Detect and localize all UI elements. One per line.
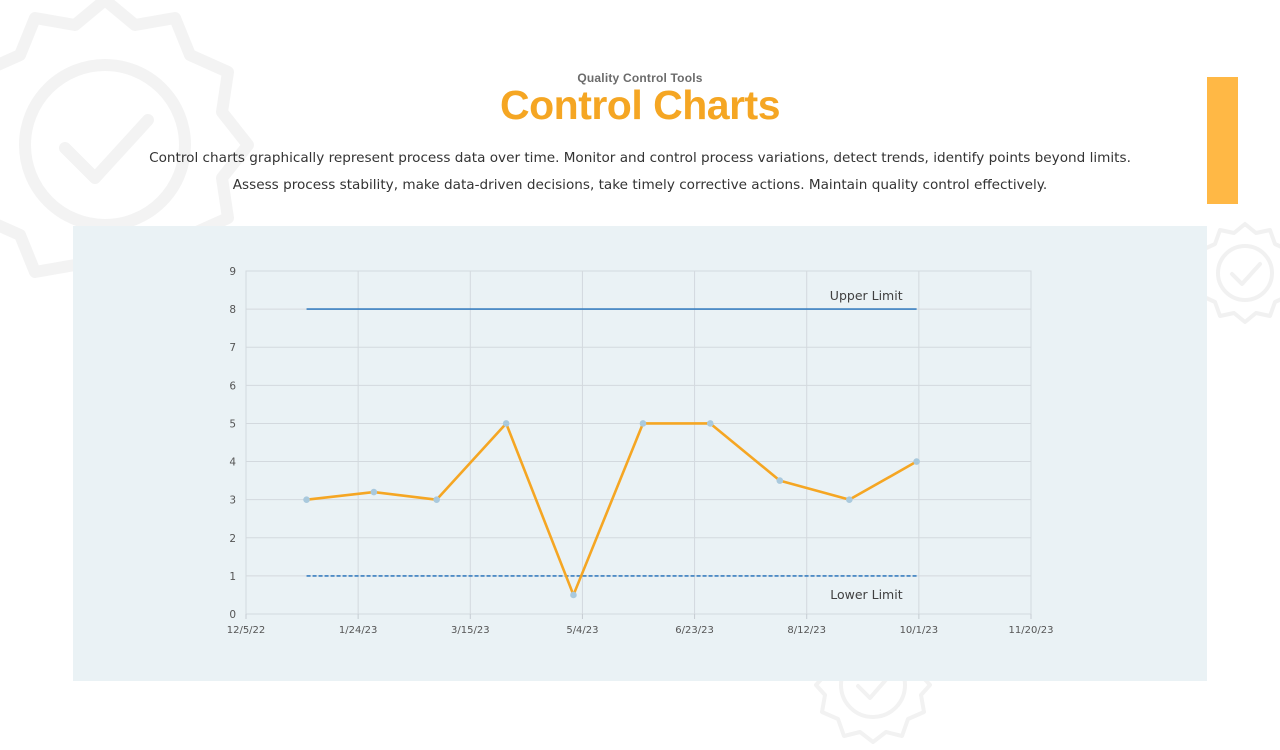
x-tick-label: 10/1/23 <box>900 625 939 636</box>
x-tick-label: 8/12/23 <box>787 625 826 636</box>
x-tick-label: 6/23/23 <box>675 625 714 636</box>
eyebrow-label: Quality Control Tools <box>577 71 703 85</box>
y-tick-label: 8 <box>229 304 236 316</box>
x-tick-label: 5/4/23 <box>566 625 598 636</box>
y-tick-label: 9 <box>229 266 236 278</box>
data-point <box>639 420 647 427</box>
y-tick-label: 2 <box>229 533 236 545</box>
limit-label: Upper Limit <box>830 288 903 303</box>
data-point <box>706 420 714 427</box>
data-point <box>846 496 853 503</box>
data-point <box>502 420 510 427</box>
data-point <box>776 477 784 484</box>
page-title: Control Charts <box>500 82 781 128</box>
description: Control charts graphically represent pro… <box>140 145 1140 199</box>
y-tick-label: 0 <box>229 609 236 621</box>
plot-area <box>245 270 1032 615</box>
control-chart: 0 1 2 3 4 5 6 7 8 9 12/5/22 1/24/23 3/15/23 5/4/23 6/2… <box>227 266 1054 636</box>
data-point <box>433 496 440 503</box>
x-tick-label: 1/24/23 <box>339 625 378 636</box>
x-tick-label: 3/15/23 <box>451 625 490 636</box>
y-tick-label: 5 <box>229 418 236 430</box>
y-tick-label: 6 <box>229 380 236 392</box>
y-tick-label: 1 <box>229 571 236 583</box>
data-point <box>370 488 378 496</box>
x-tick-label: 12/5/22 <box>227 625 266 636</box>
limit-label: Lower Limit <box>830 587 903 602</box>
x-tick-label: 11/20/23 <box>1009 625 1054 636</box>
description-line: Assess process stability, make data-driv… <box>232 177 1048 193</box>
data-point <box>913 458 920 465</box>
data-point <box>303 496 310 503</box>
description-line: Control charts graphically represent pro… <box>149 150 1131 166</box>
series-line <box>305 422 918 597</box>
y-tick-label: 3 <box>229 495 236 507</box>
accent-bar <box>1207 77 1238 204</box>
y-tick-label: 7 <box>229 342 236 354</box>
y-tick-label: 4 <box>229 457 236 469</box>
chart-panel: 0 1 2 3 4 5 6 7 8 9 12/5/22 1/24/23 3/15/23 5/4/23 6/2… <box>73 226 1207 681</box>
data-point <box>570 591 577 599</box>
